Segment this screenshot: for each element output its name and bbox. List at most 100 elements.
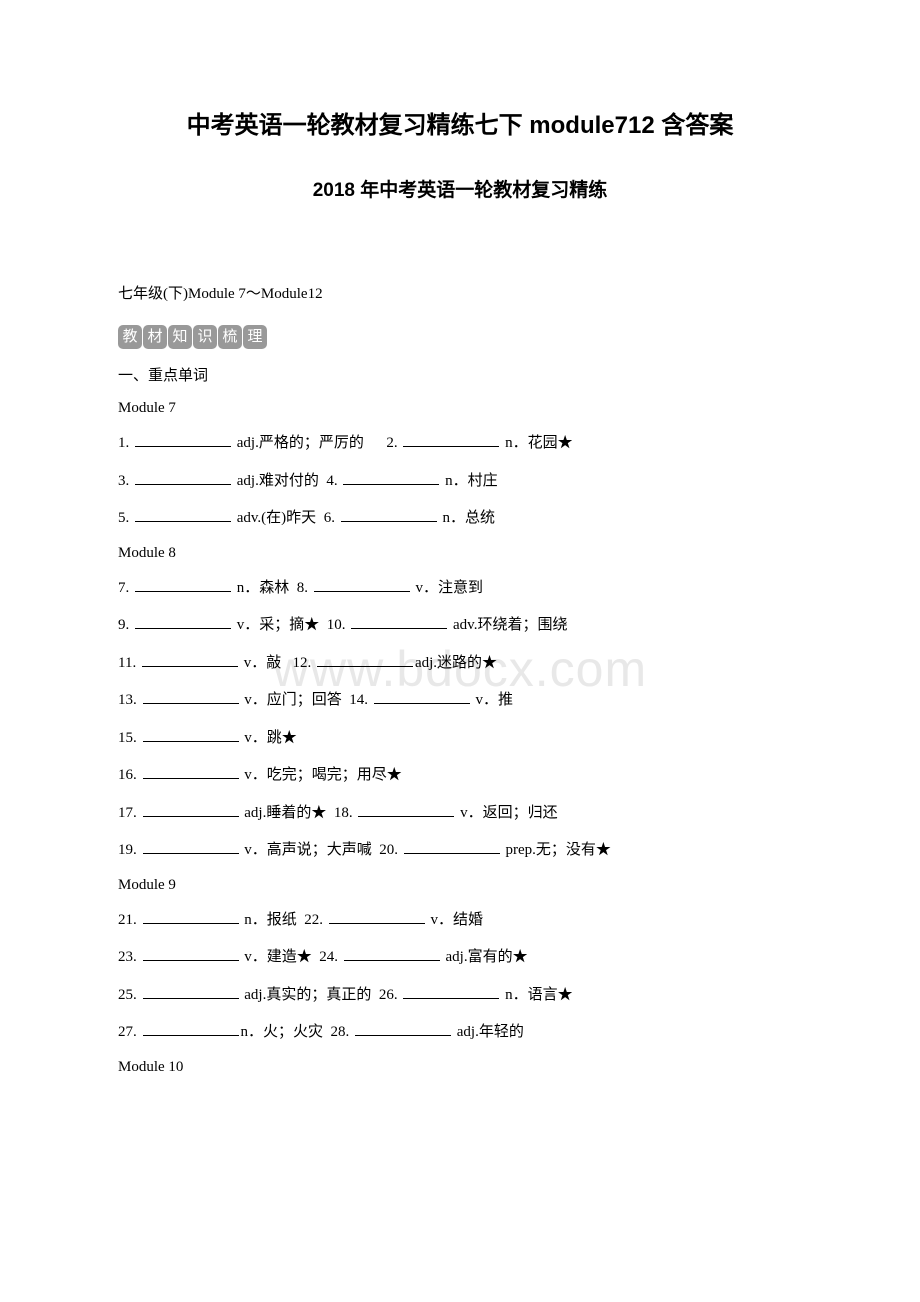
exercise-line: 17. adj.睡着的★ 18. v．返回；归还 <box>118 802 802 825</box>
badge-char: 材 <box>143 325 167 349</box>
item-text: v．结婚 <box>427 912 483 928</box>
blank-field[interactable] <box>403 446 499 447</box>
item-num: 7. <box>118 580 133 596</box>
item-text: adv.环绕着；围绕 <box>449 617 567 633</box>
module-header: Module 9 <box>118 877 802 894</box>
item-num: 12. <box>292 655 315 671</box>
item-text: v．吃完；喝完；用尽★ <box>241 767 402 783</box>
exercise-line: 1. adj.严格的；严厉的 2. n．花园★ <box>118 432 802 455</box>
blank-field[interactable] <box>341 521 437 522</box>
exercise-line: 19. v．高声说；大声喊 20. prep.无；没有★ <box>118 839 802 862</box>
item-text: adj.睡着的★ <box>241 805 327 821</box>
item-text: adj.迷路的★ <box>415 655 497 671</box>
exercise-line: 23. v．建造★ 24. adj.富有的★ <box>118 946 802 969</box>
blank-field[interactable] <box>329 923 425 924</box>
badge-char: 知 <box>168 325 192 349</box>
exercise-line: 16. v．吃完；喝完；用尽★ <box>118 764 802 787</box>
item-num: 5. <box>118 510 133 526</box>
blank-field[interactable] <box>143 960 239 961</box>
section-header: 一、重点单词 <box>118 364 802 385</box>
blank-field[interactable] <box>143 1035 239 1036</box>
module-header: Module 7 <box>118 400 802 417</box>
blank-field[interactable] <box>135 591 231 592</box>
item-num: 10. <box>327 617 350 633</box>
blank-field[interactable] <box>351 628 447 629</box>
item-text: v．跳★ <box>241 730 297 746</box>
item-num: 21. <box>118 912 141 928</box>
item-text: n．村庄 <box>441 473 497 489</box>
grade-label: 七年级(下)Module 7～Module12 <box>118 282 802 303</box>
blank-field[interactable] <box>404 853 500 854</box>
item-text: adj.严格的；严厉的 <box>233 435 364 451</box>
module-header: Module 10 <box>118 1059 802 1076</box>
exercise-line: 21. n．报纸 22. v．结婚 <box>118 909 802 932</box>
blank-field[interactable] <box>143 816 239 817</box>
module-header: Module 8 <box>118 545 802 562</box>
exercise-line: 3. adj.难对付的 4. n．村庄 <box>118 470 802 493</box>
item-text: v．注意到 <box>412 580 483 596</box>
item-text: n．总统 <box>439 510 495 526</box>
blank-field[interactable] <box>403 998 499 999</box>
blank-field[interactable] <box>355 1035 451 1036</box>
item-num: 28. <box>331 1024 354 1040</box>
blank-field[interactable] <box>143 923 239 924</box>
item-text: v．推 <box>472 692 513 708</box>
blank-field[interactable] <box>143 778 239 779</box>
blank-field[interactable] <box>374 703 470 704</box>
item-text: adv.(在)昨天 <box>233 510 316 526</box>
blank-field[interactable] <box>142 666 238 667</box>
item-text: v．应门；回答 <box>241 692 342 708</box>
item-num: 19. <box>118 842 141 858</box>
blank-field[interactable] <box>135 521 231 522</box>
blank-field[interactable] <box>135 484 231 485</box>
page-subtitle: 2018 年中考英语一轮教材复习精练 <box>118 175 802 202</box>
item-text: v．采；摘★ <box>233 617 319 633</box>
item-text: v．返回；归还 <box>456 805 557 821</box>
exercise-line: 15. v．跳★ <box>118 727 802 750</box>
item-text: adj.年轻的 <box>453 1024 524 1040</box>
exercise-line: 13. v．应门；回答 14. v．推 <box>118 689 802 712</box>
blank-field[interactable] <box>143 998 239 999</box>
item-num: 13. <box>118 692 141 708</box>
item-num: 1. <box>118 435 133 451</box>
item-text: v．建造★ <box>241 949 312 965</box>
item-num: 22. <box>304 912 327 928</box>
page-title: 中考英语一轮教材复习精练七下 module712 含答案 <box>118 105 802 140</box>
exercise-line: 7. n．森林 8. v．注意到 <box>118 577 802 600</box>
blank-field[interactable] <box>344 960 440 961</box>
item-num: 16. <box>118 767 141 783</box>
item-text: v．高声说；大声喊 <box>241 842 372 858</box>
item-text: adj.难对付的 <box>233 473 319 489</box>
blank-field[interactable] <box>135 628 231 629</box>
item-num: 27. <box>118 1024 141 1040</box>
item-num: 17. <box>118 805 141 821</box>
item-num: 11. <box>118 655 140 671</box>
badge-char: 理 <box>243 325 267 349</box>
blank-field[interactable] <box>343 484 439 485</box>
item-text: adj.真实的；真正的 <box>241 987 372 1003</box>
badge-char: 教 <box>118 325 142 349</box>
blank-field[interactable] <box>143 741 239 742</box>
item-num: 26. <box>379 987 402 1003</box>
blank-field[interactable] <box>358 816 454 817</box>
item-num: 15. <box>118 730 141 746</box>
blank-field[interactable] <box>317 666 413 667</box>
item-text: prep.无；没有★ <box>502 842 611 858</box>
item-num: 25. <box>118 987 141 1003</box>
item-num: 2. <box>386 435 401 451</box>
item-text: v．敲 <box>240 655 281 671</box>
exercise-line: 25. adj.真实的；真正的 26. n．语言★ <box>118 984 802 1007</box>
item-text: n．花园★ <box>501 435 572 451</box>
item-text: n．报纸 <box>241 912 297 928</box>
badge-char: 识 <box>193 325 217 349</box>
blank-field[interactable] <box>314 591 410 592</box>
blank-field[interactable] <box>143 853 239 854</box>
blank-field[interactable] <box>135 446 231 447</box>
item-num: 8. <box>297 580 312 596</box>
item-text: adj.富有的★ <box>442 949 528 965</box>
exercise-line: 9. v．采；摘★ 10. adv.环绕着；围绕 <box>118 614 802 637</box>
item-num: 14. <box>349 692 372 708</box>
item-text: n．语言★ <box>501 987 572 1003</box>
blank-field[interactable] <box>143 703 239 704</box>
item-num: 3. <box>118 473 133 489</box>
